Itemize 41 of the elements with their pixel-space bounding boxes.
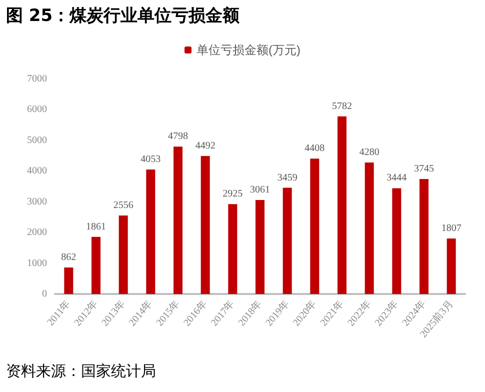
data-label: 4492 bbox=[195, 140, 216, 152]
chart-title: 图 25：煤炭行业单位亏损金额 bbox=[6, 5, 240, 27]
data-label: 3745 bbox=[414, 163, 434, 174]
bar bbox=[92, 236, 100, 294]
y-tick-label: 1000 bbox=[27, 258, 47, 269]
text: 资料来源：国家统计局 bbox=[6, 362, 156, 381]
y-tick-label: 6000 bbox=[27, 104, 47, 116]
y-tick-label: 3000 bbox=[27, 196, 47, 208]
bar bbox=[338, 116, 346, 294]
data-label: 1807 bbox=[441, 223, 462, 234]
bar bbox=[256, 200, 264, 294]
bar bbox=[392, 188, 402, 294]
data-label: 1861 bbox=[86, 221, 106, 232]
data-label: 4798 bbox=[168, 131, 188, 142]
bar bbox=[228, 204, 238, 294]
bar bbox=[146, 170, 156, 294]
y-tick-label: 2000 bbox=[27, 227, 47, 238]
y-tick-label: 5000 bbox=[27, 134, 47, 146]
bar bbox=[200, 156, 210, 294]
bar bbox=[364, 162, 374, 294]
data-label: 4280 bbox=[359, 147, 380, 158]
bar bbox=[420, 178, 428, 294]
data-label: 3444 bbox=[386, 172, 407, 184]
bar bbox=[282, 188, 292, 294]
y-tick-label: 4000 bbox=[27, 166, 47, 177]
bar bbox=[310, 158, 320, 294]
bar bbox=[118, 215, 128, 294]
data-label: 5782 bbox=[332, 100, 352, 112]
data-label: 4053 bbox=[140, 154, 161, 166]
data-label: 862 bbox=[61, 252, 76, 264]
y-tick-label: 0 bbox=[42, 288, 47, 300]
data-label: 2556 bbox=[113, 200, 134, 211]
bar bbox=[446, 238, 456, 294]
y-tick-label: 7000 bbox=[27, 74, 47, 84]
bar bbox=[174, 146, 182, 294]
data-label: 3459 bbox=[277, 172, 298, 184]
bar bbox=[64, 268, 74, 294]
legend-label: 单位亏损金额(万元) bbox=[196, 43, 301, 57]
data-label: 3061 bbox=[250, 184, 270, 196]
data-label: 4408 bbox=[304, 143, 325, 154]
data-label: 2925 bbox=[222, 188, 243, 200]
